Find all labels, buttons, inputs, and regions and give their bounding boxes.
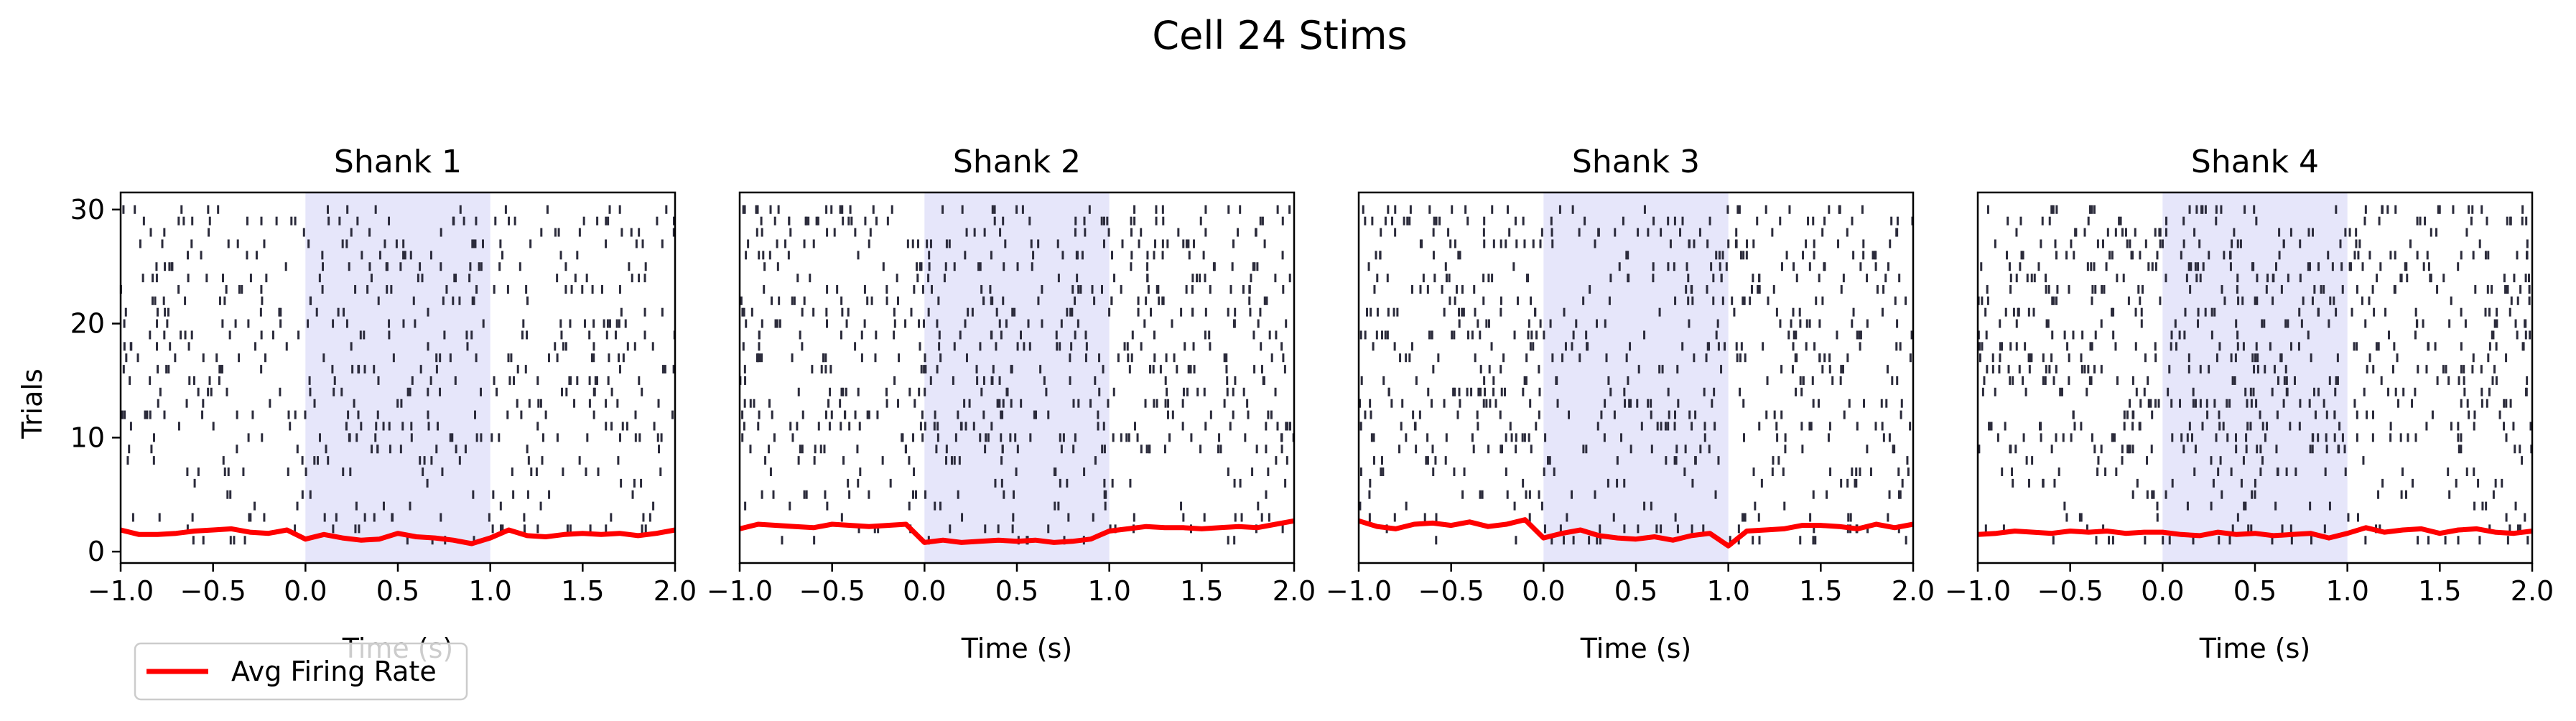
y-tick-label: 20 xyxy=(70,308,105,340)
x-axis-label: Time (s) xyxy=(1580,633,1692,664)
avg-firing-rate-line xyxy=(1357,517,1914,549)
x-tick-label: 1.5 xyxy=(561,575,604,607)
x-tick-label: 2.0 xyxy=(1273,575,1316,607)
legend-label: Avg Firing Rate xyxy=(231,656,437,687)
legend-box xyxy=(134,642,468,701)
x-tick-label: 0.5 xyxy=(2233,575,2277,607)
panel-title: Shank 1 xyxy=(334,144,462,180)
x-tick-label: −1.0 xyxy=(707,575,773,607)
x-tick-label: 0.0 xyxy=(284,575,327,607)
spike-raster xyxy=(119,205,676,545)
x-tick-label: 0.0 xyxy=(903,575,946,607)
x-tick-label: 2.0 xyxy=(654,575,697,607)
x-tick-label: 1.5 xyxy=(1180,575,1223,607)
y-tick-label: 0 xyxy=(88,536,105,567)
avg-firing-rate-line xyxy=(120,526,676,546)
y-tick-label: 10 xyxy=(70,422,105,453)
panel-4: Shank 4 −1.0 −0.5 0.0 0.5 1.0 1.5 2.0 Time (s) xyxy=(1945,144,2554,664)
x-tick-label: 1.0 xyxy=(1087,575,1130,607)
legend: Avg Firing Rate xyxy=(134,642,468,701)
y-tick-label: 30 xyxy=(70,194,105,225)
panel-title: Shank 3 xyxy=(1572,144,1700,180)
x-tick-label: 0.0 xyxy=(1522,575,1565,607)
stim-window-shade xyxy=(2162,192,2348,563)
x-tick-label: 1.0 xyxy=(1706,575,1749,607)
x-tick-label: 1.5 xyxy=(2418,575,2461,607)
x-tick-label: −1.0 xyxy=(1945,575,2011,607)
avg-firing-rate-line xyxy=(739,518,1295,545)
avg-firing-rate-line xyxy=(1977,525,2533,541)
panel-title: Shank 2 xyxy=(953,144,1081,180)
panel-2: Shank 2 −1.0 −0.5 0.0 0.5 1.0 1.5 2.0 Time (s) xyxy=(707,144,1316,664)
x-tick-label: 0.0 xyxy=(2141,575,2184,607)
stim-window-shade xyxy=(305,192,490,563)
x-tick-label: 1.5 xyxy=(1799,575,1842,607)
x-axis-label: Time (s) xyxy=(2199,633,2311,664)
x-tick-label: 2.0 xyxy=(1892,575,1935,607)
x-axis-label: Time (s) xyxy=(961,633,1073,664)
figure-title: Cell 24 Stims xyxy=(1152,13,1407,58)
x-tick-label: −0.5 xyxy=(2037,575,2103,607)
x-tick-label: 2.0 xyxy=(2511,575,2554,607)
x-tick-label: −1.0 xyxy=(1326,575,1392,607)
stim-window-shade xyxy=(1543,192,1729,563)
x-tick-label: 0.5 xyxy=(376,575,419,607)
x-tick-label: 1.0 xyxy=(2325,575,2368,607)
x-tick-label: −0.5 xyxy=(1418,575,1484,607)
y-axis-label: Trials xyxy=(17,368,48,439)
x-tick-label: −0.5 xyxy=(180,575,246,607)
x-tick-label: −1.0 xyxy=(88,575,154,607)
x-tick-label: 0.5 xyxy=(995,575,1038,607)
x-tick-label: 1.0 xyxy=(468,575,511,607)
panel-3: Shank 3 −1.0 −0.5 0.0 0.5 1.0 1.5 2.0 Time (s) xyxy=(1326,144,1935,664)
x-tick-label: −0.5 xyxy=(799,575,865,607)
spike-raster xyxy=(1977,205,2533,545)
x-tick-label: 0.5 xyxy=(1614,575,1657,607)
panel-title: Shank 4 xyxy=(2191,144,2319,180)
panels: Shank 1 −1.0 −0.5 0.0 0.5 1.0 1.5 2.0 Time (s) 0 1… xyxy=(70,144,2554,664)
